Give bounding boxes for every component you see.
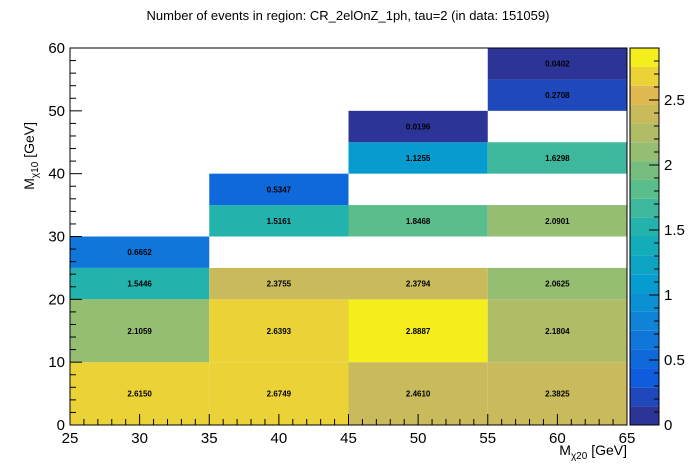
cell-value-label: 2.6393 — [267, 327, 292, 336]
colorbar-segment — [630, 161, 659, 180]
cell-value-label: 1.5446 — [127, 280, 152, 289]
heatmap-cells — [70, 48, 627, 425]
y-tick-label: 10 — [48, 354, 65, 371]
heatmap-cell — [487, 299, 627, 363]
chart-title: Number of events in region: CR_2elOnZ_1p… — [147, 8, 550, 23]
colorbar-segment — [630, 179, 659, 199]
y-tick-label: 0 — [57, 417, 65, 434]
y-tick-label: 40 — [48, 166, 65, 183]
x-tick-label: 30 — [131, 430, 148, 447]
x-tick-label: 50 — [410, 430, 427, 447]
y-tick-label: 20 — [48, 291, 65, 308]
cell-value-label: 2.3794 — [406, 280, 431, 289]
x-tick-label: 25 — [62, 430, 79, 447]
cell-value-label: 0.6652 — [127, 248, 152, 257]
cell-value-label: 0.5347 — [267, 185, 292, 194]
cell-value-label: 1.6298 — [545, 154, 570, 163]
heatmap-cell — [487, 79, 627, 111]
colorbar-tick-label: 1.5 — [664, 222, 685, 239]
colorbar-segment — [630, 236, 659, 256]
x-axis: 25 30 35 40 45 50 55 60 65 — [62, 414, 636, 447]
colorbar-segment — [630, 198, 659, 218]
cell-value-label: 2.1804 — [545, 327, 570, 336]
cell-value-label: 1.5161 — [267, 217, 292, 226]
colorbar-tick-label: 2.5 — [664, 92, 685, 109]
cell-value-label: 1.8468 — [406, 217, 431, 226]
color-scale-bar: 0 0.5 1 1.5 2 2.5 — [629, 47, 685, 434]
colorbar-segment — [630, 293, 659, 312]
x-tick-label: 60 — [549, 430, 566, 447]
heatmap-cell — [209, 173, 349, 206]
y-tick-label: 60 — [48, 40, 65, 57]
colorbar-segment — [630, 330, 659, 350]
cell-value-label: 2.6749 — [267, 390, 292, 399]
heatmap-cell — [209, 299, 349, 363]
colorbar-segment — [630, 217, 659, 237]
colorbar-segment — [630, 255, 659, 275]
colorbar-tick-label: 2 — [664, 157, 672, 174]
y-axis: 0 10 20 30 40 50 60 — [48, 40, 82, 434]
heatmap-cell — [348, 142, 488, 174]
colorbar-segment — [630, 142, 659, 162]
colorbar-segment — [630, 349, 659, 369]
cell-value-label: 2.6150 — [127, 390, 152, 399]
y-tick-label: 50 — [48, 103, 65, 120]
heatmap-cell — [209, 205, 349, 237]
heatmap-cell — [348, 299, 488, 363]
colorbar-tick-label: 0.5 — [664, 352, 685, 369]
y-axis-title: Mχ10 [GeV] — [21, 122, 41, 190]
colorbar-segment — [630, 123, 659, 143]
cell-value-label: 0.0402 — [545, 60, 570, 69]
cell-value-label: 2.0625 — [545, 280, 570, 289]
cell-value-label: 2.3825 — [545, 390, 570, 399]
colorbar-segment — [630, 368, 659, 388]
heatmap-cell — [487, 48, 627, 80]
cell-value-label: 1.1255 — [406, 154, 431, 163]
heatmap-cell — [70, 236, 210, 268]
heatmap-cell — [348, 205, 488, 237]
heatmap-cell — [348, 267, 488, 300]
heatmap-cell — [70, 299, 210, 363]
colorbar-segment — [630, 85, 659, 105]
cell-value-label: 2.3755 — [267, 280, 292, 289]
colorbar-segment — [630, 48, 659, 67]
x-tick-label: 45 — [340, 430, 357, 447]
heatmap-cell — [209, 267, 349, 300]
heatmap-cell — [348, 110, 488, 143]
x-axis-title: Mχ20 [GeV] — [559, 442, 627, 462]
heatmap-cell — [487, 267, 627, 300]
heatmap-cell — [70, 267, 210, 300]
cell-value-label: 2.0901 — [545, 217, 570, 226]
y-tick-label: 30 — [48, 229, 65, 246]
cell-value-label: 2.8887 — [406, 327, 431, 336]
x-tick-label: 40 — [271, 430, 288, 447]
colorbar-tick-label: 1 — [664, 287, 672, 304]
x-tick-label: 65 — [619, 430, 636, 447]
cell-value-label: 2.4610 — [406, 390, 431, 399]
cell-labels: 2.6150 2.6749 2.4610 2.3825 2.1059 2.6393 2.88… — [127, 60, 570, 399]
x-tick-label: 35 — [201, 430, 218, 447]
cell-value-label: 2.1059 — [127, 327, 152, 336]
colorbar-segment — [630, 311, 659, 331]
colorbar-frame — [629, 47, 660, 426]
colorbar-segment — [630, 387, 659, 407]
heatmap-cell — [487, 205, 627, 237]
x-tick-label: 55 — [479, 430, 496, 447]
cell-value-label: 0.2708 — [545, 91, 570, 100]
colorbar-segment — [630, 104, 659, 124]
colorbar-segment — [630, 66, 659, 86]
cell-value-label: 0.0196 — [406, 123, 431, 132]
colorbar-segment — [630, 274, 659, 294]
colorbar-tick-label: 0 — [664, 417, 672, 434]
heatmap-cell — [487, 142, 627, 174]
colorbar-segment — [630, 406, 659, 425]
